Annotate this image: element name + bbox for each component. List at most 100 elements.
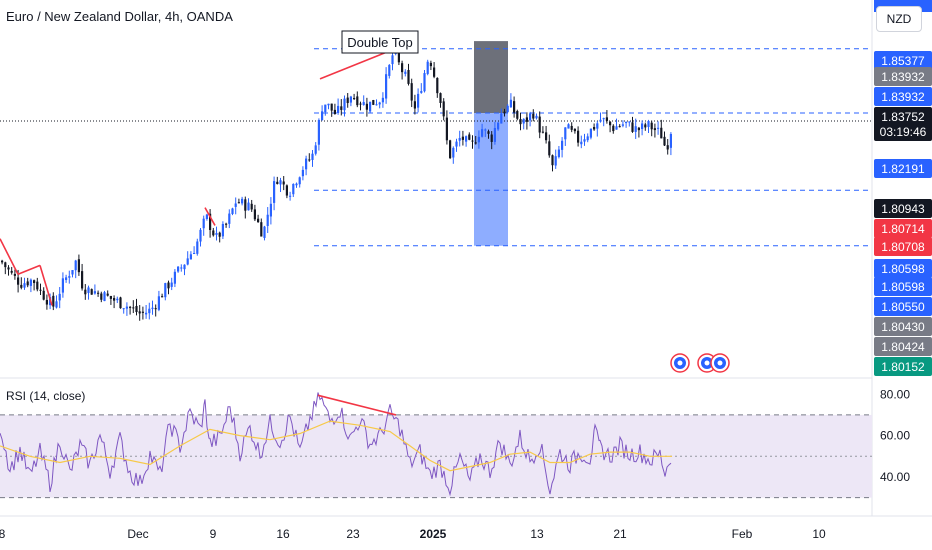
candle[interactable] (100, 291, 103, 303)
candle[interactable] (586, 133, 589, 143)
candle[interactable] (151, 300, 154, 315)
event-badges[interactable] (670, 353, 730, 373)
candle[interactable] (519, 112, 522, 131)
candle[interactable] (241, 196, 244, 206)
candle[interactable] (436, 77, 439, 98)
candle[interactable] (234, 197, 237, 215)
candle[interactable] (87, 285, 90, 300)
currency-button[interactable]: NZD (876, 6, 922, 32)
candle[interactable] (199, 227, 202, 247)
candle[interactable] (68, 270, 71, 284)
candle[interactable] (474, 135, 477, 145)
candle[interactable] (429, 60, 432, 71)
candle[interactable] (1, 259, 4, 265)
candle[interactable] (637, 126, 640, 138)
candle[interactable] (225, 222, 228, 228)
candle[interactable] (308, 153, 311, 162)
candle[interactable] (305, 155, 308, 176)
candle[interactable] (365, 97, 368, 117)
candle[interactable] (580, 135, 583, 149)
candle[interactable] (445, 110, 448, 145)
candle[interactable] (97, 290, 100, 297)
candle[interactable] (42, 287, 45, 301)
candle[interactable] (577, 126, 580, 147)
candle[interactable] (269, 197, 272, 225)
candle[interactable] (471, 135, 474, 149)
candle[interactable] (375, 99, 378, 106)
candle[interactable] (513, 96, 516, 118)
candle[interactable] (362, 95, 365, 106)
candle[interactable] (551, 154, 554, 172)
candle[interactable] (561, 137, 564, 158)
candle[interactable] (573, 128, 576, 134)
candle[interactable] (500, 108, 503, 124)
candle[interactable] (212, 227, 215, 237)
candle[interactable] (525, 112, 528, 130)
candle[interactable] (263, 225, 266, 241)
candle[interactable] (253, 204, 256, 222)
candle[interactable] (647, 119, 650, 134)
candle[interactable] (641, 120, 644, 136)
candle[interactable] (173, 269, 176, 288)
candle[interactable] (7, 265, 10, 276)
candle[interactable] (653, 123, 656, 138)
rsi-indicator-label[interactable]: RSI (14, close) (6, 389, 86, 403)
candle[interactable] (189, 251, 192, 260)
candle[interactable] (401, 60, 404, 80)
candle[interactable] (532, 109, 535, 122)
candle[interactable] (481, 123, 484, 138)
candle[interactable] (77, 254, 80, 276)
candle[interactable] (602, 117, 605, 127)
candle[interactable] (599, 112, 602, 123)
candle[interactable] (391, 50, 394, 71)
candle[interactable] (388, 64, 391, 79)
candle[interactable] (420, 83, 423, 94)
candle[interactable] (183, 264, 186, 276)
candle[interactable] (154, 304, 157, 317)
candle[interactable] (516, 109, 519, 121)
candle[interactable] (135, 298, 138, 316)
candle[interactable] (218, 231, 221, 243)
candle[interactable] (669, 132, 672, 156)
candle[interactable] (660, 119, 663, 139)
candle[interactable] (455, 138, 458, 152)
candle[interactable] (589, 128, 592, 140)
candle[interactable] (535, 113, 538, 120)
candle[interactable] (45, 294, 48, 310)
economic-event-icon[interactable] (710, 353, 730, 373)
candle[interactable] (545, 125, 548, 144)
candle[interactable] (231, 207, 234, 216)
candle[interactable] (285, 184, 288, 199)
candle[interactable] (205, 213, 208, 221)
candle[interactable] (202, 215, 205, 236)
candle[interactable] (490, 131, 493, 150)
candle[interactable] (193, 246, 196, 255)
candle[interactable] (650, 120, 653, 137)
candle[interactable] (247, 198, 250, 211)
candle[interactable] (301, 166, 304, 181)
candle[interactable] (13, 269, 16, 280)
candle[interactable] (468, 132, 471, 141)
candle[interactable] (529, 111, 532, 127)
candle[interactable] (93, 284, 96, 295)
candle[interactable] (605, 110, 608, 124)
candle[interactable] (327, 103, 330, 110)
candle[interactable] (353, 93, 356, 101)
candle[interactable] (503, 108, 506, 117)
candle[interactable] (295, 182, 298, 188)
candle[interactable] (349, 95, 352, 107)
candle[interactable] (663, 131, 666, 147)
rsi-line[interactable] (0, 392, 672, 497)
candle[interactable] (10, 266, 13, 275)
candle[interactable] (125, 302, 128, 316)
candle[interactable] (442, 98, 445, 121)
candle[interactable] (385, 67, 388, 104)
candle[interactable] (346, 92, 349, 108)
candle[interactable] (343, 95, 346, 117)
candle[interactable] (369, 101, 372, 113)
candle[interactable] (554, 149, 557, 169)
candle[interactable] (330, 103, 333, 117)
candle[interactable] (61, 272, 64, 298)
candle[interactable] (337, 98, 340, 115)
candle[interactable] (567, 123, 570, 129)
